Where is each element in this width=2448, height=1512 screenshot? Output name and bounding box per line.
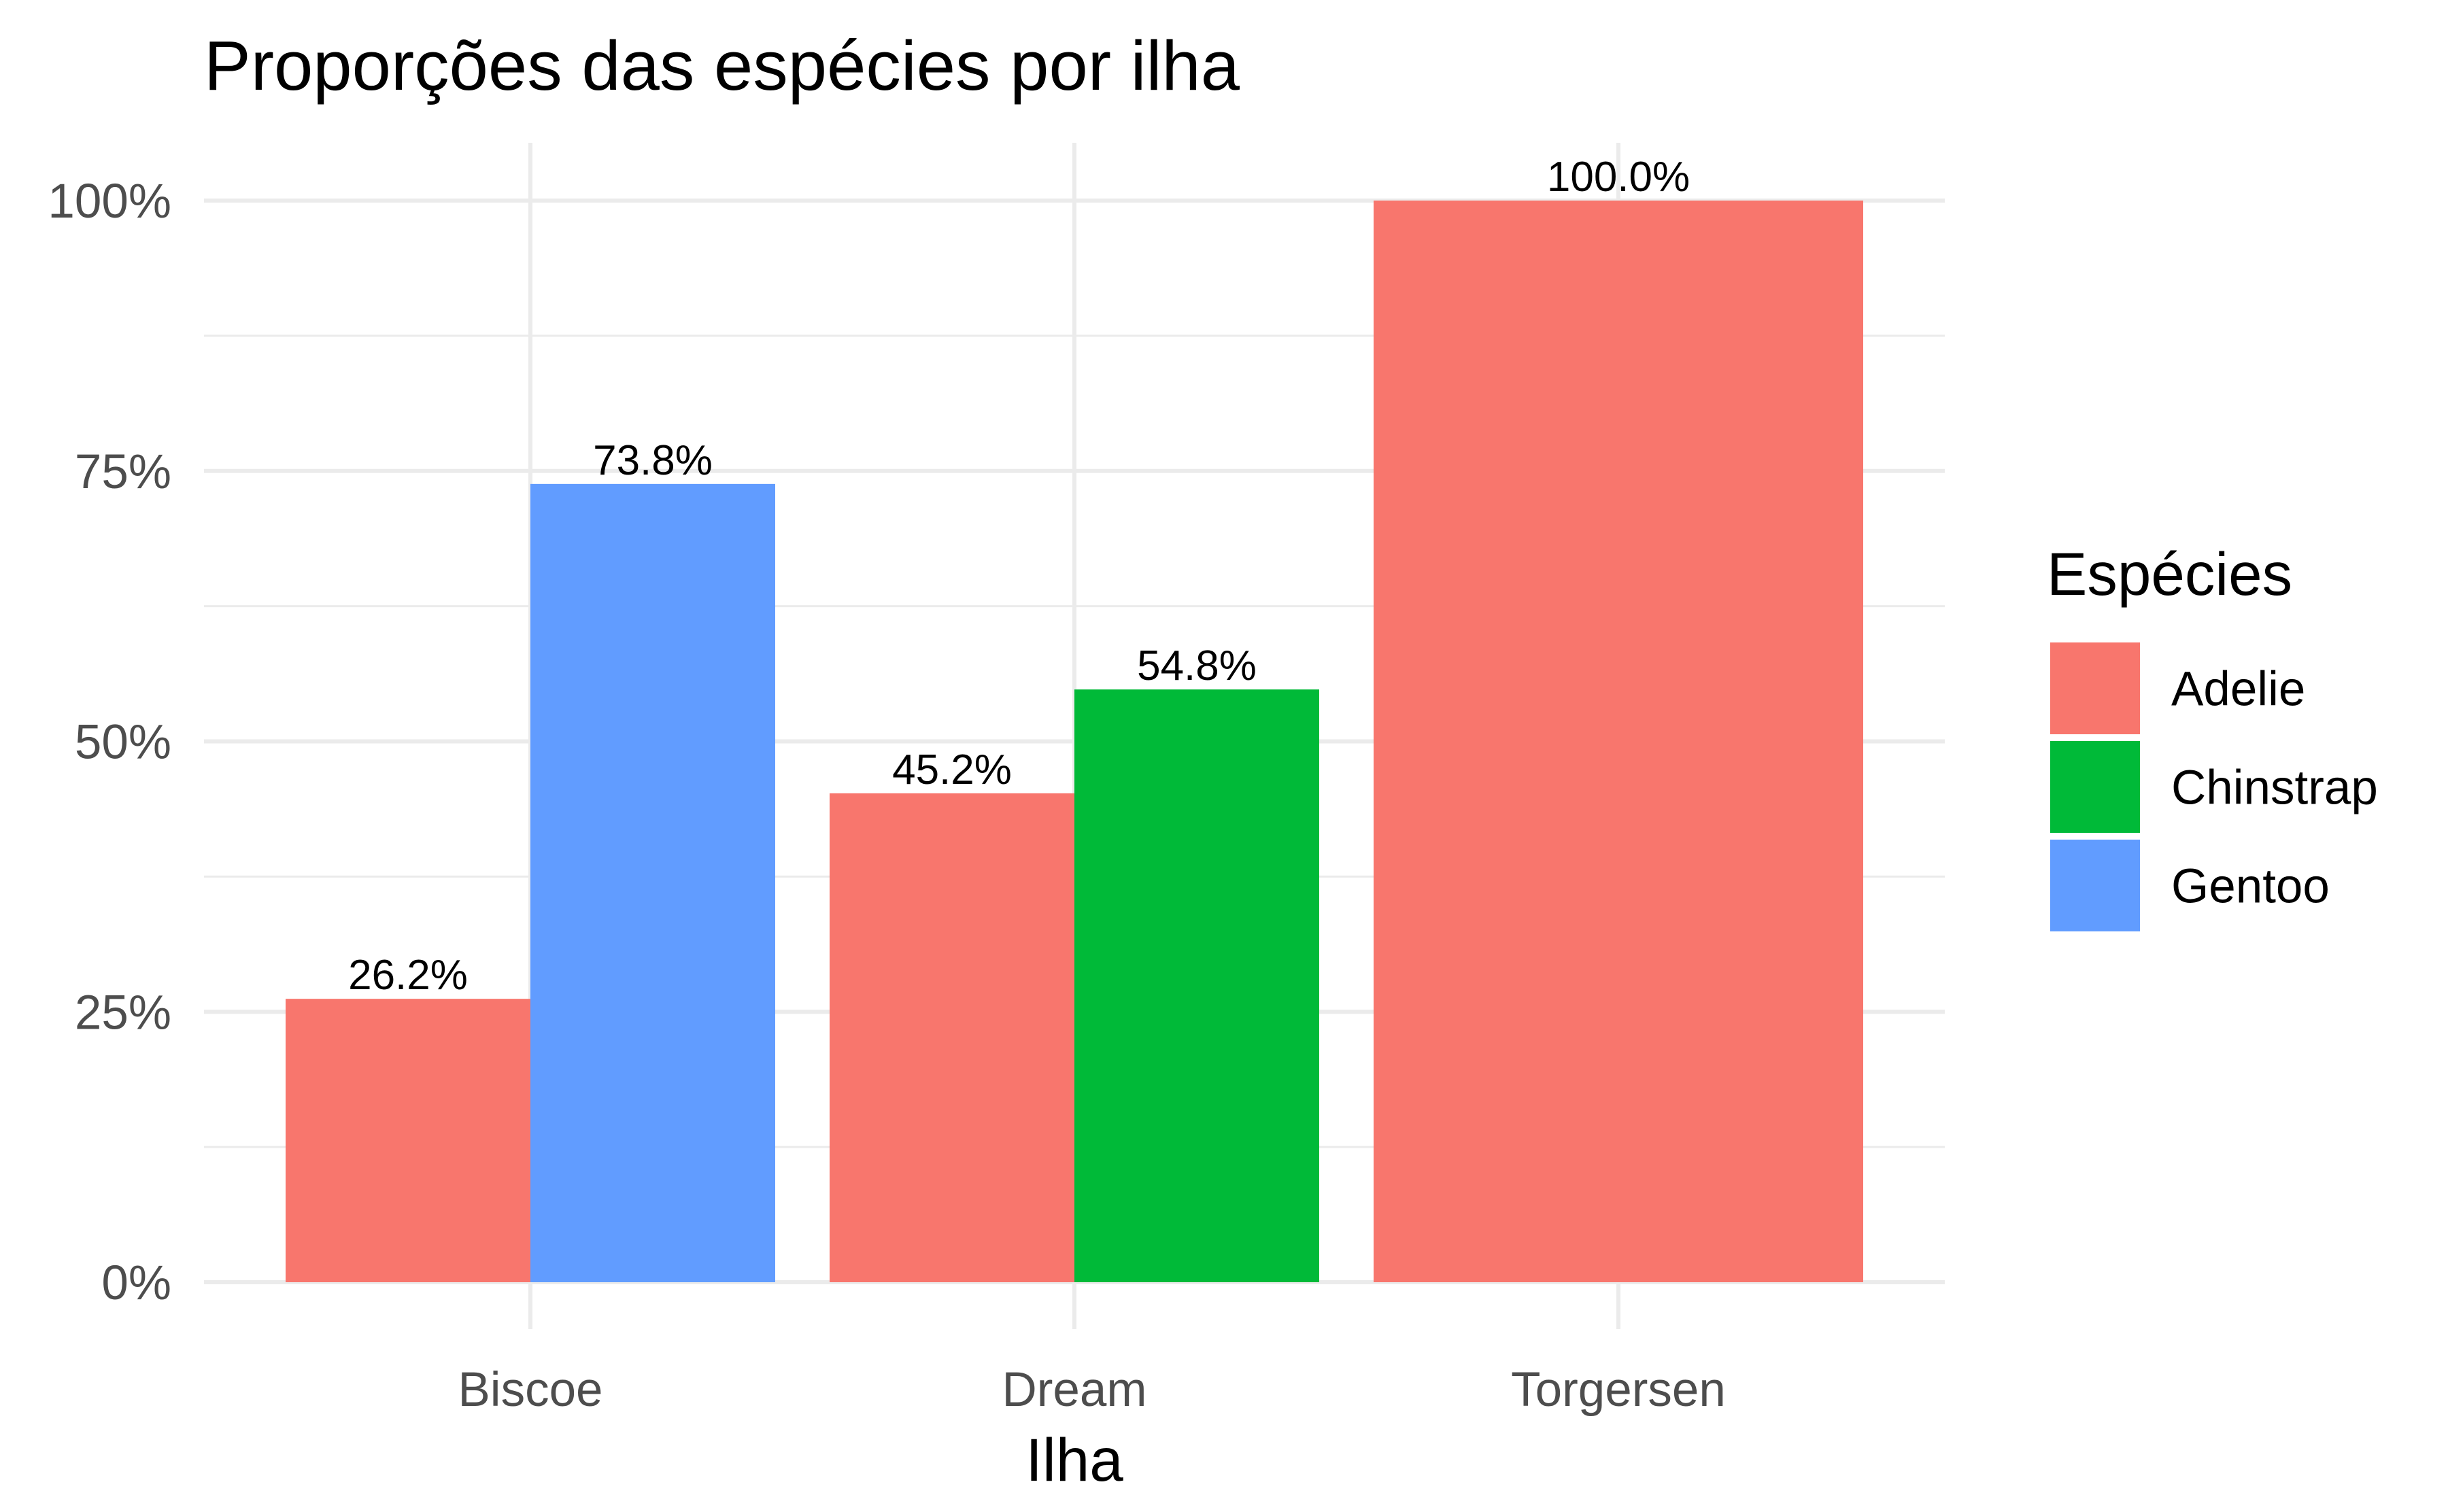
y-tick-label: 25% — [75, 986, 171, 1040]
data-labels: 26.2% 73.8% 45.2% 54.8% 100.0% — [348, 154, 1690, 999]
legend-label: Chinstrap — [2171, 761, 2378, 815]
y-tick-label: 0% — [101, 1256, 171, 1310]
legend-label: Adelie — [2171, 663, 2305, 717]
legend-key-gentoo — [2050, 840, 2140, 931]
x-tick-label: Dream — [1002, 1363, 1146, 1417]
data-label: 26.2% — [348, 952, 468, 999]
bar-chinstrap-dream — [1074, 689, 1319, 1282]
x-tick-label: Torgersen — [1511, 1363, 1726, 1417]
data-label: 73.8% — [593, 437, 713, 484]
bar-adelie-biscoe — [286, 999, 530, 1282]
legend-key-chinstrap — [2050, 741, 2140, 833]
y-axis-ticks: 0% 25% 50% 75% 100% — [48, 175, 171, 1310]
bar-gentoo-biscoe — [530, 483, 775, 1282]
x-tick-label: Biscoe — [458, 1363, 602, 1417]
bar-adelie-dream — [830, 793, 1074, 1282]
data-label: 100.0% — [1547, 154, 1690, 201]
y-tick-label: 50% — [75, 716, 171, 770]
data-label: 54.8% — [1137, 642, 1257, 689]
x-axis-ticks: Biscoe Dream Torgersen — [458, 1363, 1725, 1417]
legend-key-adelie — [2050, 642, 2140, 734]
legend-title: Espécies — [2047, 540, 2292, 608]
legend: Espécies Adelie Chinstrap Gentoo — [2047, 540, 2378, 931]
y-tick-label: 100% — [48, 175, 171, 228]
x-axis-title: Ilha — [1025, 1426, 1123, 1494]
bar-adelie-torgersen — [1374, 201, 1863, 1282]
legend-items: Adelie Chinstrap Gentoo — [2050, 642, 2378, 931]
legend-label: Gentoo — [2171, 860, 2330, 914]
bars — [286, 201, 1863, 1282]
chart-title: Proporções das espécies por ilha — [204, 27, 1240, 105]
y-tick-label: 75% — [75, 445, 171, 499]
data-label: 45.2% — [892, 746, 1012, 793]
